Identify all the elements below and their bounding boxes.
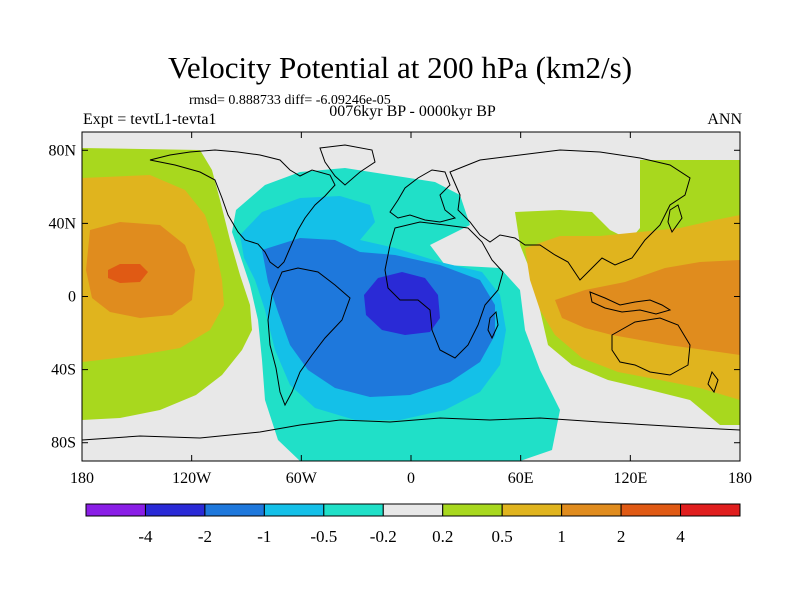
lon-tick-label: 120W (172, 470, 212, 487)
colorbar-swatch (620, 503, 682, 517)
colorbar-label: -0.2 (370, 527, 397, 546)
colorbar-label: -1 (257, 527, 271, 546)
lon-tick-label: 120E (613, 470, 647, 487)
lon-tick-label: 60E (508, 470, 534, 487)
colorbar-label: 1 (557, 527, 566, 546)
map-axes: 180 120W 60W 0 60E 120E 180 80N 40N 0 40S 80S (48, 132, 752, 487)
lat-tick-label: 0 (68, 289, 76, 306)
coastline-south-america (267, 267, 351, 407)
coastline-australia (611, 317, 691, 376)
lat-tick-label: 80S (51, 435, 76, 452)
colorbar: -4 -2 -1 -0.5 -0.2 0.2 0.5 1 2 4 (85, 503, 741, 546)
lon-tick-label: 0 (407, 470, 415, 487)
lon-tick-label: 180 (728, 470, 752, 487)
colorbar-swatch (204, 503, 265, 517)
colorbar-label: 4 (676, 527, 685, 546)
colorbar-label: -0.5 (310, 527, 337, 546)
colorbar-label: -4 (138, 527, 153, 546)
experiment-label: Expt = tevtL1-tevta1 (83, 111, 217, 128)
coastline-japan (667, 204, 683, 234)
contour-neg4-atlantic (364, 272, 440, 335)
colorbar-swatch (442, 503, 503, 517)
coastline-greenland (319, 144, 376, 186)
colorbar-swatch (561, 503, 622, 517)
coastline-new-zealand (707, 370, 719, 394)
coastline-africa (384, 221, 504, 359)
stats-label: rmsd= 0.888733 diff= -6.09246e-05 (189, 93, 391, 108)
colorbar-swatch (680, 503, 741, 517)
coastlines (82, 144, 740, 441)
colorbar-label: -2 (198, 527, 212, 546)
contour-pos2-pacific-west (108, 264, 148, 283)
period-label: 0076kyr BP - 0000kyr BP (329, 103, 496, 120)
map-title: Velocity Potential at 200 hPa (km2/s) (167, 50, 633, 85)
coastline-europe (389, 169, 457, 223)
colorbar-label: 0.5 (492, 527, 513, 546)
colorbar-swatch (382, 503, 444, 517)
colorbar-swatch (323, 503, 384, 517)
coastline-antarctica (82, 417, 740, 441)
coastline-asia (449, 149, 691, 281)
lat-tick-label: 80N (48, 142, 76, 159)
colorbar-label: 2 (617, 527, 626, 546)
lat-tick-label: 40S (51, 362, 76, 379)
contour-fill (82, 148, 740, 461)
coastline-maritime-continent (589, 291, 672, 315)
lon-tick-label: 60W (286, 470, 318, 487)
coastline-madagascar (487, 310, 499, 340)
lon-tick-label: 180 (70, 470, 94, 487)
colorbar-swatch (263, 503, 325, 517)
colorbar-label: 0.2 (432, 527, 453, 546)
contour-pos1-indo-pacific (555, 260, 740, 355)
colorbar-swatch (85, 503, 146, 517)
coastline-north-america (149, 149, 336, 269)
colorbar-swatch (144, 503, 206, 517)
lat-tick-label: 40N (48, 215, 76, 232)
colorbar-swatch (501, 503, 563, 517)
season-label: ANN (707, 111, 742, 128)
